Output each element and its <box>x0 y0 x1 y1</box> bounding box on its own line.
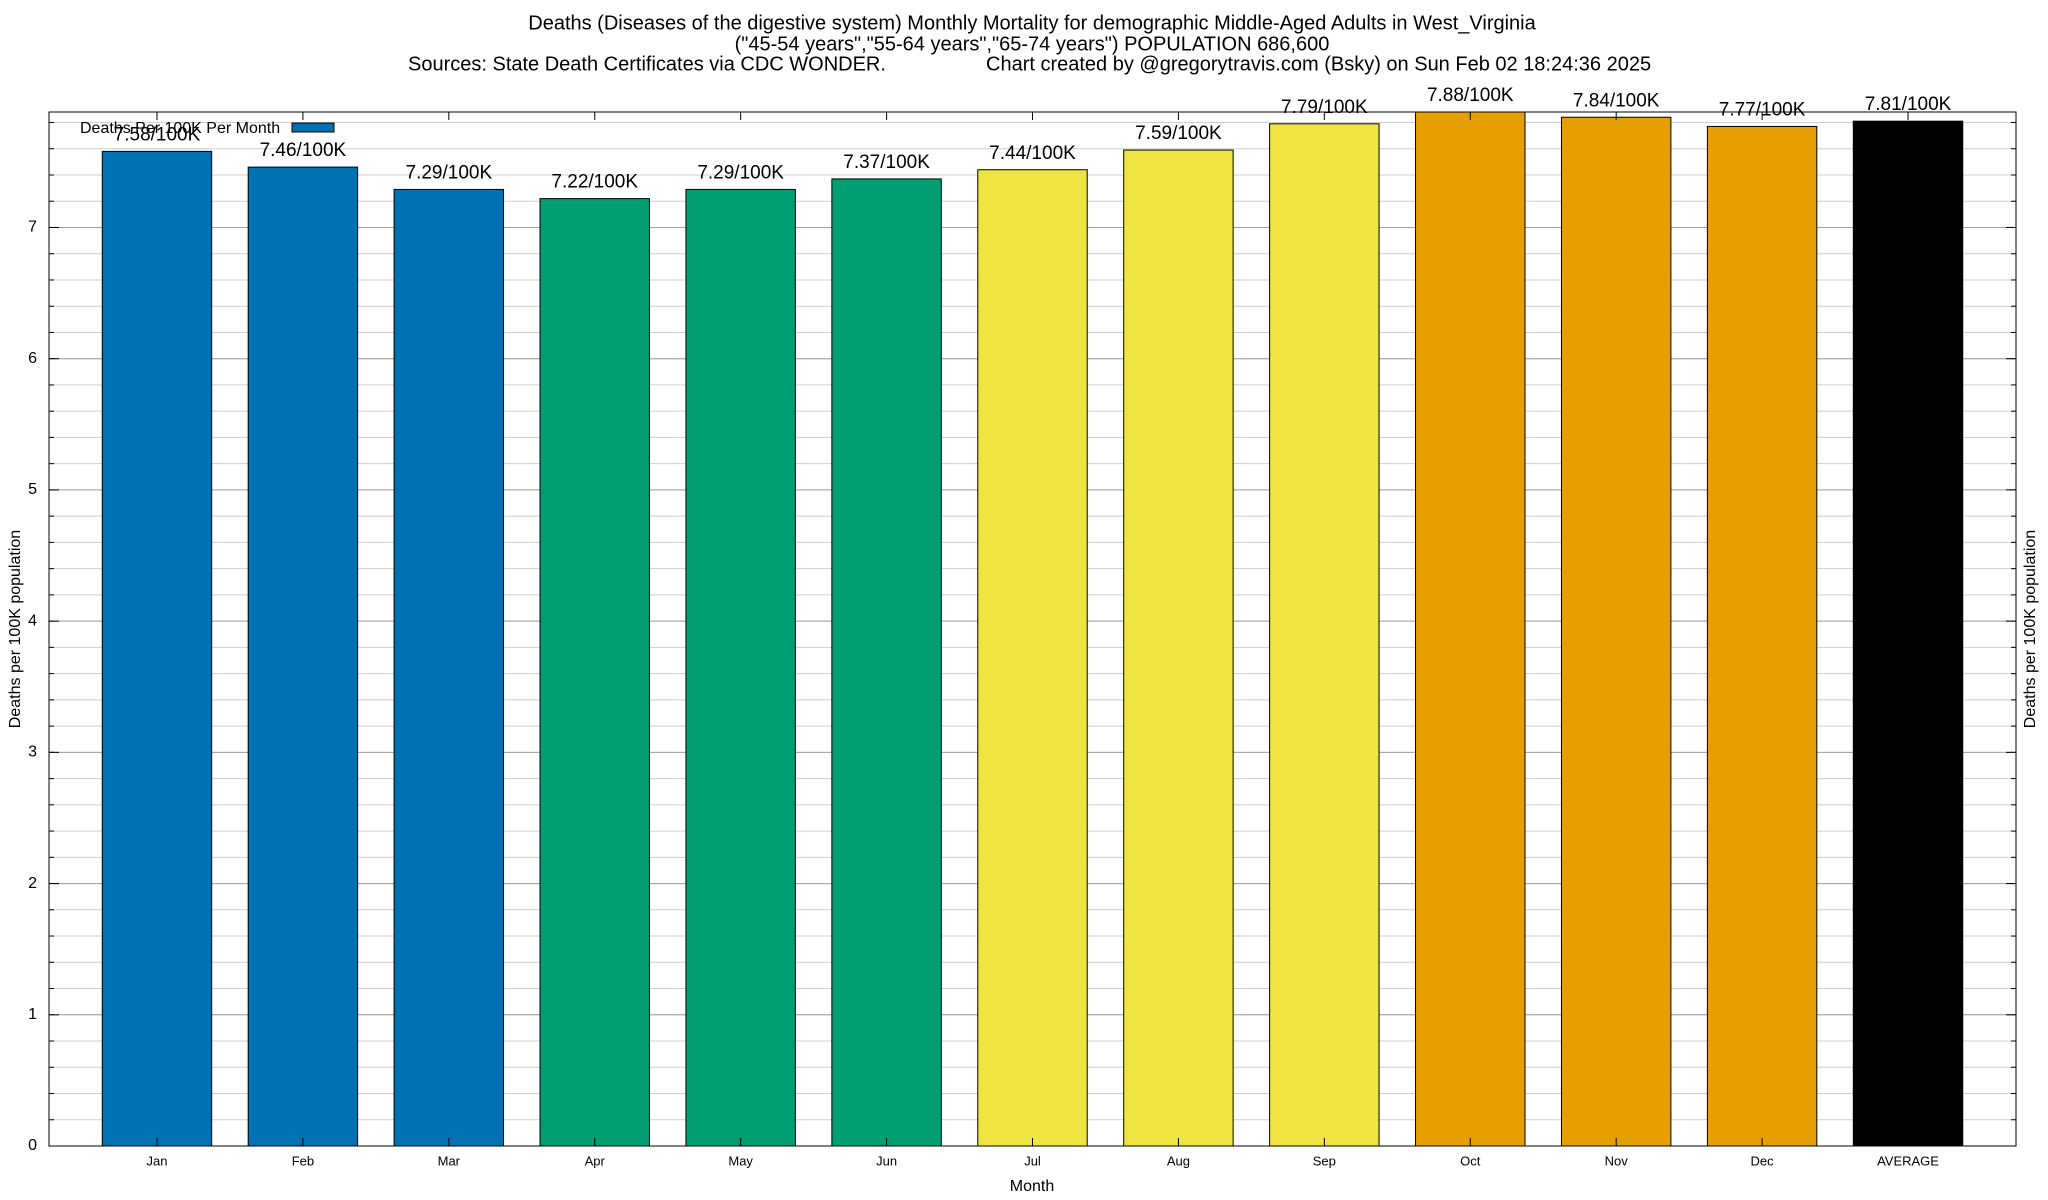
bar <box>393 188 505 1147</box>
y-tick-label: 7 <box>28 219 37 236</box>
y-tick-label: 4 <box>28 612 37 629</box>
x-tick-label: May <box>728 1153 753 1168</box>
bar <box>1706 125 1818 1147</box>
value-label: 7.46/100K <box>260 140 347 161</box>
x-tick-label: Apr <box>585 1153 606 1168</box>
bar <box>539 198 650 1147</box>
bar <box>1269 123 1380 1147</box>
bar <box>977 169 1088 1147</box>
bar <box>247 166 359 1147</box>
chart-title: Deaths (Diseases of the digestive system… <box>528 12 1536 34</box>
value-label: 7.58/100K <box>114 124 201 145</box>
x-tick-label: Feb <box>292 1153 314 1168</box>
bar <box>1852 120 1964 1147</box>
y-tick-label: 5 <box>28 481 37 498</box>
y-tick-label: 2 <box>28 875 37 892</box>
y-tick-label: 3 <box>28 744 37 761</box>
value-label: 7.29/100K <box>406 162 493 183</box>
x-tick-label: Sep <box>1313 1153 1336 1168</box>
legend-label: Deaths Per 100K Per Month <box>80 120 280 137</box>
bar <box>101 150 213 1147</box>
bar <box>1123 149 1234 1147</box>
chart-subtitle: ("45-54 years","55-64 years","65-74 year… <box>735 33 1330 55</box>
x-tick-label: Jul <box>1024 1153 1041 1168</box>
legend-swatch <box>291 122 335 133</box>
value-label: 7.79/100K <box>1281 97 1368 118</box>
bar <box>1415 111 1526 1147</box>
plot-frame <box>48 111 2017 1147</box>
y-axis-label: Deaths per 100K population <box>7 530 24 728</box>
value-label: 7.37/100K <box>843 152 930 173</box>
credit-note: Chart created by @gregorytravis.com (Bsk… <box>986 53 1651 75</box>
y2-axis-label: Deaths per 100K population <box>2022 530 2039 728</box>
x-tick-label: Jan <box>146 1153 167 1168</box>
x-tick-label: Mar <box>438 1153 461 1168</box>
value-label: 7.22/100K <box>551 172 638 193</box>
bar <box>831 178 942 1147</box>
x-tick-label: Jun <box>876 1153 897 1168</box>
bar <box>685 188 796 1147</box>
x-tick-label: AVERAGE <box>1877 1153 1939 1168</box>
y-tick-label: 0 <box>28 1137 37 1154</box>
x-tick-label: Oct <box>1460 1153 1481 1168</box>
x-tick-label: Aug <box>1167 1153 1190 1168</box>
x-tick-label: Nov <box>1605 1153 1629 1168</box>
value-label: 7.29/100K <box>697 162 784 183</box>
value-label: 7.77/100K <box>1719 99 1806 120</box>
bar <box>1560 116 1672 1147</box>
x-tick-label: Dec <box>1751 1153 1775 1168</box>
y-tick-label: 6 <box>28 350 37 367</box>
value-label: 7.84/100K <box>1573 90 1660 111</box>
x-axis-label: Month <box>1010 1178 1054 1195</box>
value-label: 7.59/100K <box>1135 123 1222 144</box>
value-label: 7.88/100K <box>1427 85 1514 106</box>
value-label: 7.81/100K <box>1865 94 1952 115</box>
source-note: Sources: State Death Certificates via CD… <box>408 53 886 75</box>
value-label: 7.44/100K <box>989 143 1076 164</box>
y-tick-label: 1 <box>28 1006 37 1023</box>
